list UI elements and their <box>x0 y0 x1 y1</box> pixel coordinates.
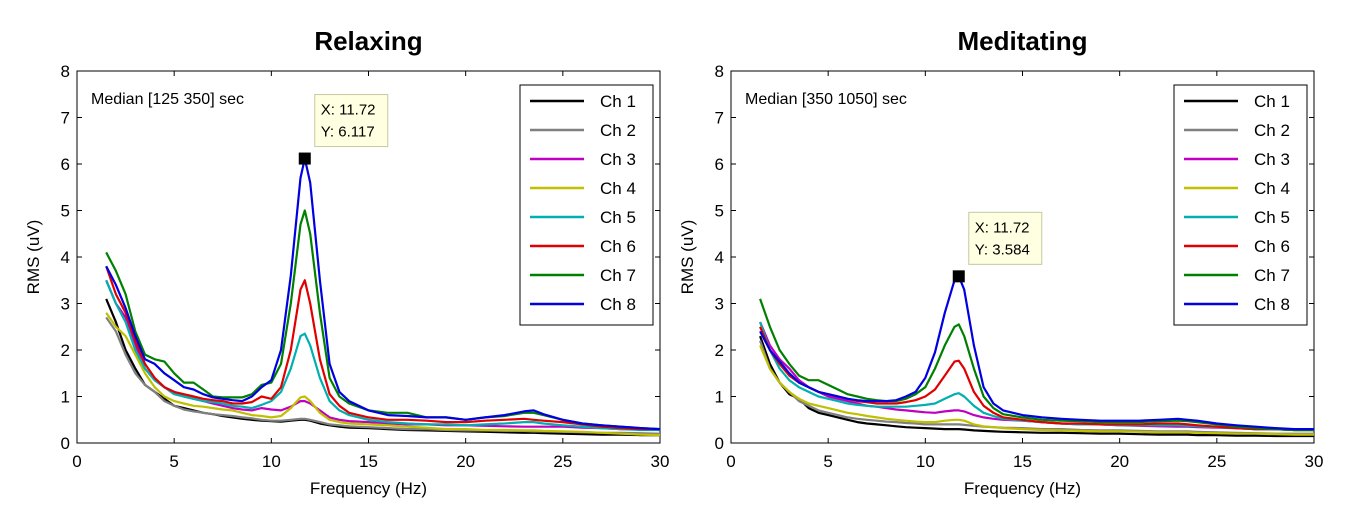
series-line-ch-7 <box>759 298 1314 432</box>
y-tick-label: 7 <box>715 109 724 128</box>
y-tick-label: 3 <box>715 295 724 314</box>
y-tick-label: 2 <box>61 341 70 360</box>
y-tick-label: 2 <box>715 341 724 360</box>
x-tick-label: 25 <box>553 452 572 471</box>
series-line-ch-6 <box>105 265 660 431</box>
legend-label-ch-3: Ch 3 <box>600 150 636 169</box>
y-tick-label: 4 <box>61 248 70 267</box>
legend-label-ch-4: Ch 4 <box>600 179 636 198</box>
legend-label-ch-1: Ch 1 <box>1254 92 1290 111</box>
y-tick-label: 5 <box>715 202 724 221</box>
x-tick-label: 0 <box>72 452 81 471</box>
legend-label-ch-6: Ch 6 <box>1254 237 1290 256</box>
x-tick-label: 5 <box>823 452 832 471</box>
median-annotation: Median [350 1050] sec <box>745 91 907 108</box>
legend-box <box>519 84 654 326</box>
median-annotation: Median [125 350] sec <box>91 91 244 108</box>
series-line-ch-8 <box>759 275 1314 431</box>
y-tick-label: 6 <box>61 155 70 174</box>
y-tick-label: 7 <box>61 109 70 128</box>
x-tick-label: 30 <box>651 452 670 471</box>
legend-label-ch-8: Ch 8 <box>1254 295 1290 314</box>
legend-label-ch-3: Ch 3 <box>1254 150 1290 169</box>
x-tick-label: 10 <box>262 452 281 471</box>
y-tick-label: 0 <box>61 434 70 453</box>
y-tick-label: 6 <box>715 155 724 174</box>
x-tick-label: 25 <box>1207 452 1226 471</box>
chart-title: Relaxing <box>314 26 422 56</box>
x-tick-label: 20 <box>1110 452 1129 471</box>
legend-label-ch-8: Ch 8 <box>600 295 636 314</box>
chart-panel-2: Meditating 0 5 10 15 20 25 30 0 1 2 3 4 5 6 7 8 Frequency… <box>678 26 1323 498</box>
series-line-ch-7 <box>105 209 661 431</box>
y-tick-label: 4 <box>715 248 724 267</box>
x-tick-label: 15 <box>1013 452 1032 471</box>
x-tick-label: 0 <box>726 452 735 471</box>
series-line-ch-1 <box>759 335 1314 438</box>
series-line-ch-8 <box>105 157 661 431</box>
series-line-ch-5 <box>759 321 1314 432</box>
x-axis-label: Frequency (Hz) <box>964 479 1081 498</box>
datatip-box <box>968 211 1043 265</box>
y-tick-label: 1 <box>61 388 70 407</box>
datatip-y-text: Y: 3.584 <box>975 241 1030 258</box>
legend-label-ch-4: Ch 4 <box>1254 179 1290 198</box>
y-tick-label: 3 <box>61 295 70 314</box>
legend-label-ch-2: Ch 2 <box>1254 121 1290 140</box>
y-axis-label: RMS (uV) <box>678 220 697 295</box>
datatip-marker <box>952 270 965 283</box>
x-tick-label: 30 <box>1305 452 1324 471</box>
x-tick-label: 5 <box>169 452 178 471</box>
datatip-x-text: X: 11.72 <box>975 219 1030 236</box>
chart-title: Meditating <box>958 26 1088 56</box>
y-tick-label: 8 <box>61 62 70 81</box>
x-tick-label: 20 <box>456 452 475 471</box>
legend-label-ch-6: Ch 6 <box>600 237 636 256</box>
legend-label-ch-2: Ch 2 <box>600 121 636 140</box>
y-axis-label: RMS (uV) <box>24 220 43 295</box>
y-tick-label: 1 <box>715 388 724 407</box>
series-line-ch-4 <box>105 312 661 437</box>
chart-panel-1: Relaxing 0 5 10 15 20 25 30 0 1 2 3 4 5 6 7 8 Frequency (… <box>24 26 669 498</box>
legend-label-ch-5: Ch 5 <box>1254 208 1290 227</box>
datatip-x-text: X: 11.72 <box>321 102 376 119</box>
legend-label-ch-1: Ch 1 <box>600 92 636 111</box>
legend-box <box>1173 84 1308 326</box>
series-line-ch-5 <box>105 279 660 432</box>
x-axis-label: Frequency (Hz) <box>310 479 427 498</box>
series-line-ch-4 <box>759 344 1314 436</box>
y-tick-label: 0 <box>715 434 724 453</box>
datatip-y-text: Y: 6.117 <box>321 124 375 141</box>
legend-label-ch-7: Ch 7 <box>600 266 636 285</box>
legend-label-ch-7: Ch 7 <box>1254 266 1290 285</box>
x-tick-label: 10 <box>916 452 935 471</box>
x-tick-label: 15 <box>359 452 378 471</box>
datatip-marker <box>298 152 311 165</box>
y-tick-label: 5 <box>61 202 70 221</box>
legend-label-ch-5: Ch 5 <box>600 208 636 227</box>
y-tick-label: 8 <box>715 62 724 81</box>
datatip-box <box>314 94 389 148</box>
